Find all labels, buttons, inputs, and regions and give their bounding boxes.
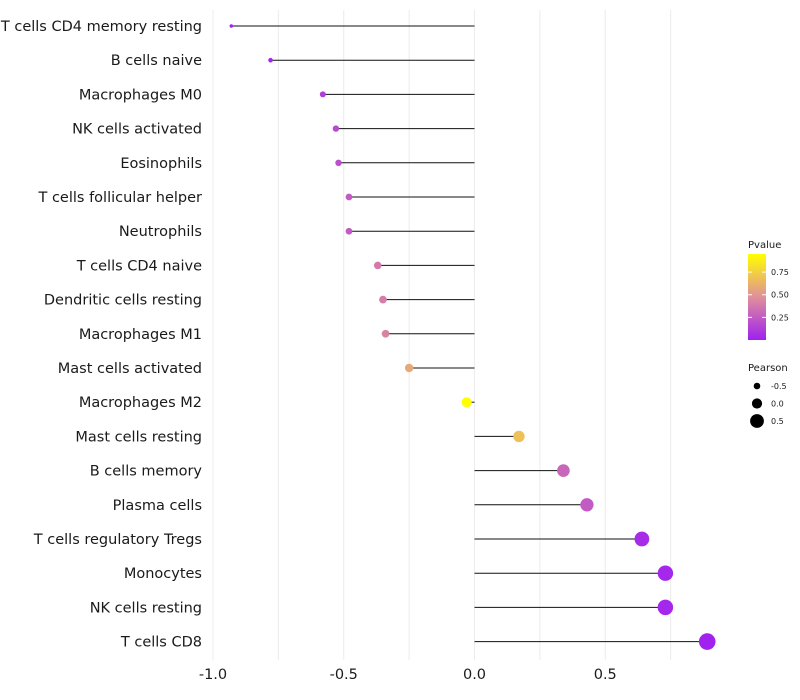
category-label: Dendritic cells resting [44,293,202,309]
size-legend-items: -0.5 0.0 0.5 [750,382,787,428]
lollipop-point [345,227,353,235]
size-legend-title: Pearson [748,363,788,374]
category-label: B cells memory [90,464,203,480]
legends: Pvalue 0.25 0.50 0.75 Pearson -0.5 0.0 0.5 [748,240,789,428]
size-legend-dot [751,398,763,409]
color-legend-tick-label: 0.75 [771,268,789,277]
lollipop-point [229,24,234,28]
lollipop-points [229,24,716,650]
category-label: B cells naive [111,53,202,69]
lollipop-point [657,599,674,616]
size-legend-label: 0.0 [771,400,784,409]
lollipop-point [268,57,273,63]
lollipop-point [461,397,472,408]
category-label: T cells regulatory Tregs [33,532,202,548]
color-legend-bar [748,254,766,340]
lollipop-point [319,91,326,98]
color-legend-tick-label: 0.25 [771,313,789,322]
lollipop-point [404,363,414,373]
category-label: T cells CD4 memory resting [0,19,202,35]
lollipop-point [379,295,387,304]
category-label: Macrophages M0 [79,87,202,103]
size-legend-dot [753,382,761,390]
category-label: Mast cells activated [58,361,202,377]
size-legend-label: -0.5 [771,382,787,391]
category-label: Monocytes [124,566,202,582]
lollipop-point [381,329,390,338]
category-label: Mast cells resting [75,429,202,445]
category-label: T cells CD8 [120,635,202,651]
category-label: Plasma cells [113,498,202,514]
lollipop-point [345,193,353,201]
lollipop-point [580,498,594,512]
x-tick-label: 0.0 [463,667,486,683]
lollipop-point [373,261,382,270]
category-label: NK cells activated [72,122,202,138]
category-label: Neutrophils [119,224,202,240]
lollipop-point [332,125,340,132]
x-tick-label: 0.5 [594,667,617,683]
lollipop-stems [231,25,708,643]
category-label: Eosinophils [120,156,202,172]
category-label: T cells CD4 naive [76,258,202,274]
lollipop-point [335,159,342,167]
category-label: Macrophages M2 [79,395,202,411]
lollipop-point [513,430,525,443]
size-legend-dot [750,414,764,428]
lollipop-point [657,565,674,581]
size-legend-label: 0.5 [771,417,784,426]
category-labels: T cells CD4 memory resting B cells naive M… [0,19,202,651]
color-legend-tick-label: 0.50 [771,291,789,300]
x-tick-label: -1.0 [199,667,227,683]
grid-layer [212,10,672,660]
category-label: Macrophages M1 [79,327,202,343]
lollipop-point [557,464,570,477]
color-legend-ticks: 0.25 0.50 0.75 [748,268,789,322]
category-label: NK cells resting [90,600,202,616]
lollipop-point [634,531,650,547]
category-label: T cells follicular helper [37,190,202,206]
lollipop-point [698,633,716,650]
color-legend-title: Pvalue [748,240,781,251]
x-axis-ticks: -1.0 -0.5 0.0 0.5 [199,667,617,683]
x-tick-label: -0.5 [330,667,358,683]
